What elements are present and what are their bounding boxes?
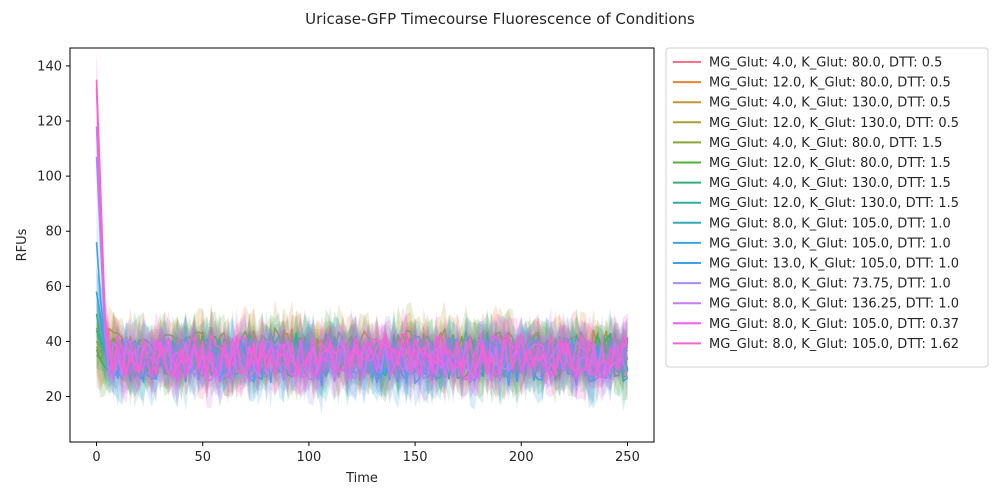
y-tick-label: 140 [37,59,62,74]
y-axis: 20 40 60 80 100 120 140 [37,59,70,405]
x-tick-label: 100 [296,450,321,465]
y-tick-label: 120 [37,115,62,130]
x-tick-label: 150 [403,450,428,465]
legend: MG_Glut: 4.0, K_Glut: 80.0, DTT: 0.5 MG_G… [665,47,989,368]
legend-label: MG_Glut: 3.0, K_Glut: 105.0, DTT: 1.0 [709,236,951,251]
x-axis: 0 50 100 150 200 250 [92,442,640,465]
legend-entry: MG_Glut: 3.0, K_Glut: 105.0, DTT: 1.0 [673,236,951,251]
series-line [95,87,628,381]
y-tick-label: 20 [45,390,62,405]
legend-entry: MG_Glut: 8.0, K_Glut: 105.0, DTT: 1.62 [673,337,959,352]
axes-frame [69,47,655,443]
x-tick-label: 50 [194,450,211,465]
legend-label: MG_Glut: 12.0, K_Glut: 80.0, DTT: 0.5 [709,76,951,91]
legend-entry: MG_Glut: 8.0, K_Glut: 105.0, DTT: 1.0 [673,216,951,231]
legend-label: MG_Glut: 12.0, K_Glut: 80.0, DTT: 1.5 [709,156,951,171]
y-tick-label: 60 [45,280,62,295]
series-band [96,96,628,409]
series-band [96,287,628,407]
y-tick-label: 80 [45,225,62,240]
x-tick-label: 200 [509,450,534,465]
legend-entry: MG_Glut: 8.0, K_Glut: 73.75, DTT: 1.0 [673,277,951,292]
legend-label: MG_Glut: 4.0, K_Glut: 130.0, DTT: 1.5 [709,176,951,191]
x-tick-label: 250 [615,450,640,465]
legend-entry: MG_Glut: 12.0, K_Glut: 130.0, DTT: 1.5 [673,196,959,211]
legend-label: MG_Glut: 8.0, K_Glut: 105.0, DTT: 1.0 [709,216,951,231]
legend-label: MG_Glut: 8.0, K_Glut: 105.0, DTT: 1.62 [709,337,959,352]
legend-entry: MG_Glut: 8.0, K_Glut: 136.25, DTT: 1.0 [673,297,959,312]
series-band [96,292,628,406]
plot-area [95,50,629,415]
legend-entry: MG_Glut: 4.0, K_Glut: 80.0, DTT: 0.5 [673,56,942,71]
x-axis-label: Time [345,471,378,486]
legend-label: MG_Glut: 12.0, K_Glut: 130.0, DTT: 0.5 [709,116,959,131]
x-tick-label: 0 [92,450,100,465]
legend-entry: MG_Glut: 12.0, K_Glut: 80.0, DTT: 0.5 [673,76,951,91]
legend-entry: MG_Glut: 4.0, K_Glut: 130.0, DTT: 0.5 [673,96,951,111]
chart-title: Uricase-GFP Timecourse Fluorescence of C… [305,10,695,28]
legend-label: MG_Glut: 8.0, K_Glut: 136.25, DTT: 1.0 [709,297,959,312]
legend-entry: MG_Glut: 4.0, K_Glut: 130.0, DTT: 1.5 [673,176,951,191]
legend-entry: MG_Glut: 13.0, K_Glut: 105.0, DTT: 1.0 [673,257,959,272]
legend-label: MG_Glut: 4.0, K_Glut: 130.0, DTT: 0.5 [709,96,951,111]
series-line [95,79,629,377]
series-band [96,118,628,405]
legend-entry: MG_Glut: 8.0, K_Glut: 105.0, DTT: 0.37 [673,317,959,332]
legend-label: MG_Glut: 13.0, K_Glut: 105.0, DTT: 1.0 [709,257,959,272]
legend-label: MG_Glut: 8.0, K_Glut: 73.75, DTT: 1.0 [709,277,951,292]
legend-label: MG_Glut: 4.0, K_Glut: 80.0, DTT: 1.5 [709,136,942,151]
y-tick-label: 100 [37,170,62,185]
legend-label: MG_Glut: 4.0, K_Glut: 80.0, DTT: 0.5 [709,56,942,71]
legend-label: MG_Glut: 8.0, K_Glut: 105.0, DTT: 0.37 [709,317,959,332]
legend-label: MG_Glut: 12.0, K_Glut: 130.0, DTT: 1.5 [709,196,959,211]
legend-entry: MG_Glut: 4.0, K_Glut: 80.0, DTT: 1.5 [673,136,942,151]
legend-frame [665,47,989,368]
series-line [95,126,628,384]
y-tick-label: 40 [45,335,62,350]
series-band [96,53,628,406]
y-axis-label: RFUs [15,228,30,261]
series-band [96,270,628,415]
legend-entry: MG_Glut: 12.0, K_Glut: 130.0, DTT: 0.5 [673,116,959,131]
series-line [95,156,629,383]
legend-entry: MG_Glut: 12.0, K_Glut: 80.0, DTT: 1.5 [673,156,951,171]
